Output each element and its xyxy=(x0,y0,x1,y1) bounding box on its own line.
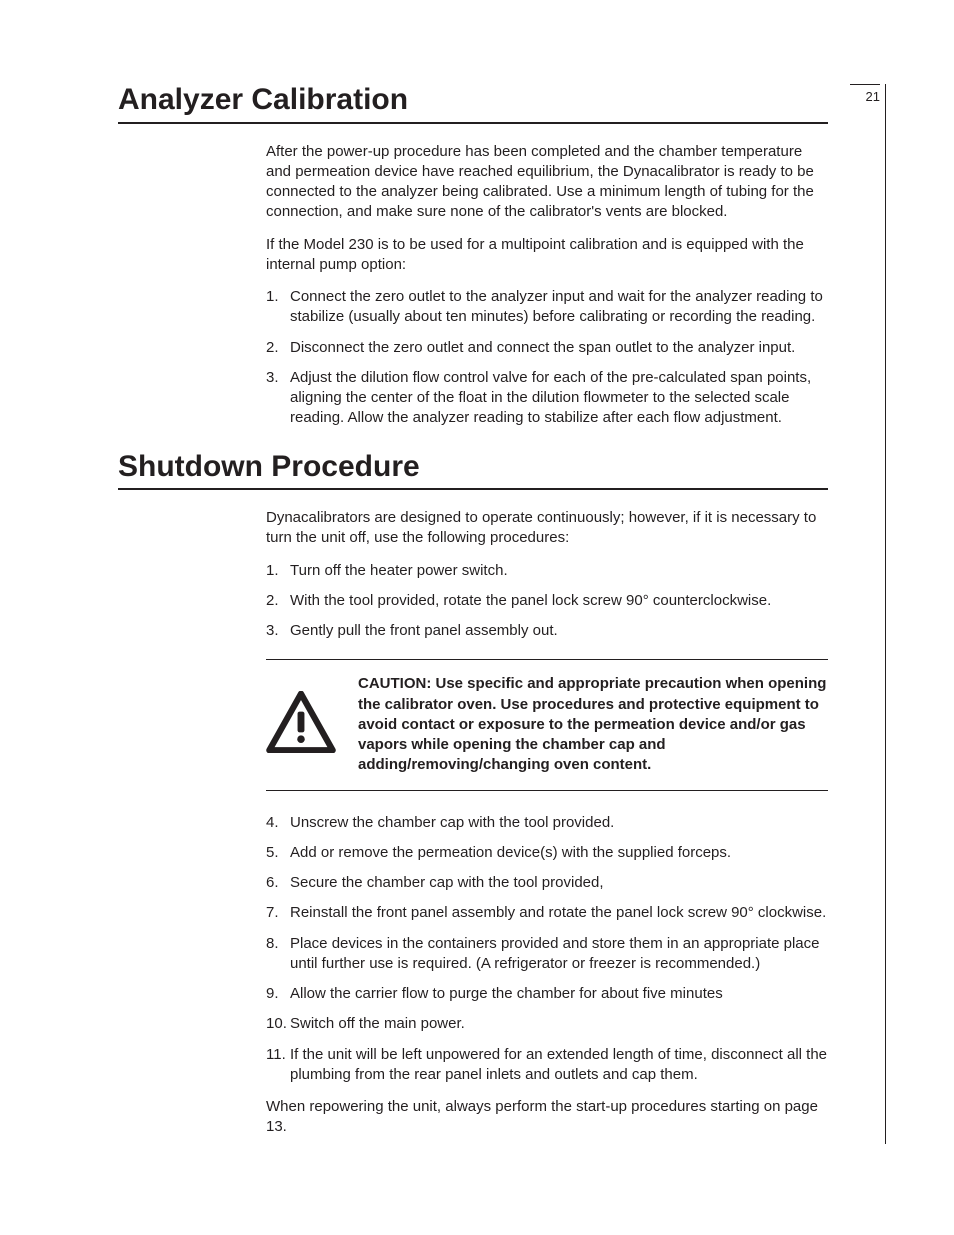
caution-icon xyxy=(266,691,336,759)
list-item: Reinstall the front panel assembly and r… xyxy=(266,903,828,923)
caution-block: CAUTION: Use specific and appropriate pr… xyxy=(266,659,828,790)
list-analyzer-steps: Connect the zero outlet to the analyzer … xyxy=(266,287,828,429)
para-analyzer-intro1: After the power-up procedure has been co… xyxy=(266,142,828,223)
list-shutdown-steps-a: Turn off the heater power switch. With t… xyxy=(266,561,828,642)
page-number-box: 21 xyxy=(850,84,880,104)
page: 21 Analyzer Calibration After the power-… xyxy=(0,0,954,1235)
list-item: Gently pull the front panel assembly out… xyxy=(266,621,828,641)
heading-analyzer-calibration: Analyzer Calibration xyxy=(118,84,828,124)
list-item: Adjust the dilution flow control valve f… xyxy=(266,368,828,429)
caution-lead: CAUTION: xyxy=(358,675,431,692)
section-analyzer-calibration: Analyzer Calibration After the power-up … xyxy=(118,84,880,429)
page-number: 21 xyxy=(866,89,880,104)
heading-shutdown-procedure: Shutdown Procedure xyxy=(118,451,828,491)
list-item: If the unit will be left unpowered for a… xyxy=(266,1045,828,1086)
para-analyzer-intro2: If the Model 230 is to be used for a mul… xyxy=(266,235,828,276)
list-item: Add or remove the permeation device(s) w… xyxy=(266,843,828,863)
caution-text: CAUTION: Use specific and appropriate pr… xyxy=(358,674,828,775)
list-item: Place devices in the containers provided… xyxy=(266,934,828,975)
body-analyzer: After the power-up procedure has been co… xyxy=(266,142,828,429)
list-item: Connect the zero outlet to the analyzer … xyxy=(266,287,828,328)
list-item: Switch off the main power. xyxy=(266,1014,828,1034)
list-shutdown-steps-b: Unscrew the chamber cap with the tool pr… xyxy=(266,813,828,1086)
para-shutdown-intro: Dynacalibrators are designed to operate … xyxy=(266,508,828,549)
list-item: Unscrew the chamber cap with the tool pr… xyxy=(266,813,828,833)
section-shutdown-procedure: Shutdown Procedure Dynacalibrators are d… xyxy=(118,451,880,1138)
right-margin-rule xyxy=(885,84,886,1144)
list-item: Turn off the heater power switch. xyxy=(266,561,828,581)
list-item: With the tool provided, rotate the panel… xyxy=(266,591,828,611)
list-item: Disconnect the zero outlet and connect t… xyxy=(266,338,828,358)
list-item: Secure the chamber cap with the tool pro… xyxy=(266,873,828,893)
para-shutdown-closing: When repowering the unit, always perform… xyxy=(266,1097,828,1138)
list-item: Allow the carrier flow to purge the cham… xyxy=(266,984,828,1004)
body-shutdown: Dynacalibrators are designed to operate … xyxy=(266,508,828,1138)
